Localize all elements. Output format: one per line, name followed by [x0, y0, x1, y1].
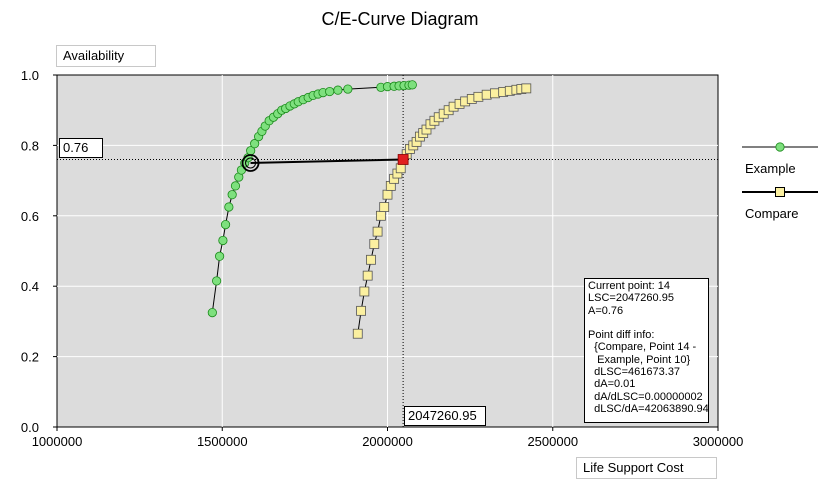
legend — [742, 142, 818, 197]
x-tick-label: 1500000 — [197, 434, 248, 449]
info-line: Point diff info: — [588, 329, 655, 342]
data-point[interactable] — [369, 239, 380, 249]
current-point-marker[interactable] — [397, 154, 409, 165]
info-line: Example, Point 10} — [588, 353, 691, 366]
data-point[interactable] — [352, 328, 363, 339]
point-diff-line — [250, 158, 404, 164]
data-point[interactable] — [375, 210, 386, 221]
data-point[interactable] — [362, 270, 373, 281]
data-point[interactable] — [359, 286, 370, 297]
y-tick-label: 0.4 — [21, 279, 39, 294]
data-point[interactable] — [250, 139, 260, 149]
data-point[interactable] — [372, 226, 383, 237]
y-tick-label: 0.2 — [21, 350, 39, 365]
data-point[interactable] — [407, 80, 417, 90]
info-line: LSC=2047260.95 — [588, 292, 674, 305]
crosshair-y-readout: 0.76 — [59, 138, 103, 158]
data-point[interactable] — [207, 307, 217, 318]
data-point[interactable] — [220, 220, 231, 230]
data-point[interactable] — [215, 251, 225, 261]
x-tick-label: 3000000 — [693, 434, 744, 449]
info-line: dLSC/dA=42063890.94 — [588, 402, 709, 415]
compared-point-ring-inner — [245, 157, 257, 169]
data-point[interactable] — [333, 85, 343, 95]
data-point[interactable] — [366, 254, 376, 265]
x-tick-label: 1000000 — [32, 434, 83, 449]
info-line: dLSC=461673.37 — [588, 366, 681, 379]
legend-label-example: Example — [745, 161, 796, 176]
legend-label-compare: Compare — [745, 206, 799, 221]
compared-point-ring[interactable] — [241, 154, 260, 172]
axis-ticks: 1000000 1500000 2000000 2500000 3000000 0.0 0.… — [21, 68, 743, 449]
y-axis-label: Availability — [56, 45, 156, 67]
data-point[interactable] — [212, 276, 222, 286]
chart-title: C/E-Curve Diagram — [321, 9, 478, 29]
info-line: dA=0.01 — [588, 378, 636, 391]
x-tick-label: 2000000 — [362, 434, 413, 449]
data-point[interactable] — [473, 91, 484, 102]
series-layer — [207, 80, 532, 339]
series-example — [207, 80, 417, 318]
data-point[interactable] — [481, 89, 492, 100]
data-point[interactable] — [379, 202, 390, 212]
legend-marker-compare — [775, 187, 785, 197]
info-line: A=0.76 — [588, 304, 624, 317]
y-tick-label: 0.6 — [21, 209, 39, 224]
y-tick-label: 0.8 — [21, 138, 39, 153]
data-point[interactable] — [382, 189, 393, 200]
data-point[interactable] — [230, 181, 241, 191]
info-line — [588, 317, 705, 329]
data-point[interactable] — [227, 190, 237, 200]
info-line: dA/dLSC=0.00000002 — [588, 390, 703, 403]
data-point[interactable] — [325, 86, 335, 97]
x-axis-label: Life Support Cost — [576, 457, 717, 479]
y-tick-label: 1.0 — [21, 68, 39, 83]
data-point[interactable] — [356, 305, 366, 316]
info-line: Current point: 14 — [588, 280, 670, 292]
info-panel: Current point: 14 LSC=2047260.95 A=0.76 Po… — [584, 278, 709, 423]
legend-marker-example — [775, 142, 785, 152]
y-tick-label: 0.0 — [21, 420, 39, 435]
crosshair-x-readout: 2047260.95 — [404, 406, 486, 426]
data-point[interactable] — [395, 163, 406, 174]
data-point[interactable] — [224, 202, 234, 212]
data-point[interactable] — [521, 83, 532, 94]
x-tick-label: 2500000 — [527, 434, 578, 449]
info-line: {Compare, Point 14 - — [588, 341, 697, 354]
data-point[interactable] — [343, 84, 353, 94]
data-point[interactable] — [218, 235, 228, 246]
data-point[interactable] — [490, 88, 500, 99]
